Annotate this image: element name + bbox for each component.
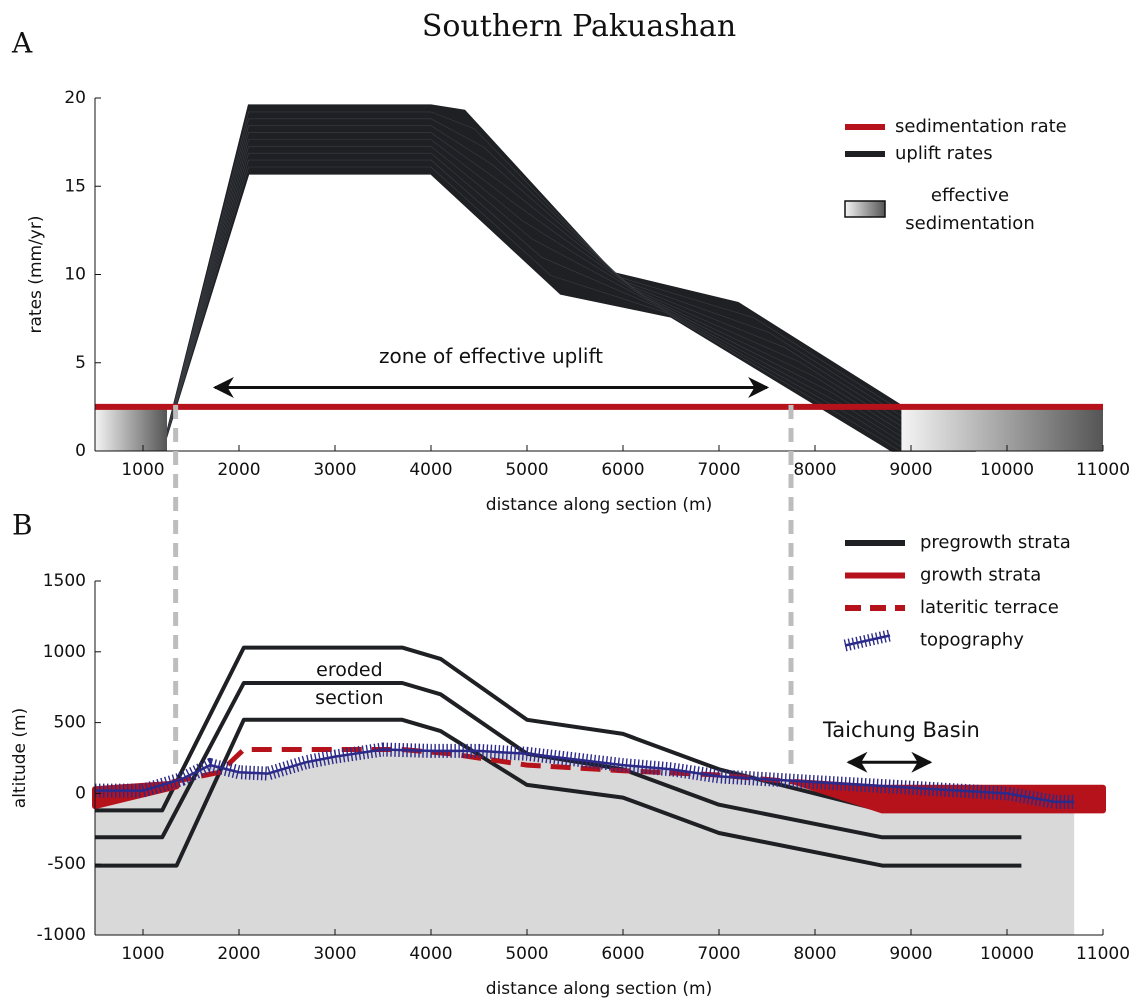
legend-swatch — [844, 200, 886, 218]
y-tick-label: 10 — [64, 265, 86, 285]
uplift-line-shade — [161, 125, 950, 452]
uplift-line-shade — [161, 118, 958, 452]
legend-label: lateritic terrace — [920, 597, 1059, 618]
y-axis-label: rates (mm/yr) — [26, 216, 46, 334]
pregrowth-line — [95, 681, 1022, 840]
x-tick-label: 1000 — [121, 944, 164, 964]
uplift-line-shade — [161, 139, 933, 452]
x-tick-label: 1000 — [121, 460, 164, 480]
y-tick-label: 15 — [64, 176, 86, 196]
x-tick-label: 3000 — [313, 944, 356, 964]
x-axis-label: distance along section (m) — [486, 495, 712, 515]
y-tick-label: 0 — [75, 783, 86, 803]
x-tick-label: 4000 — [409, 460, 452, 480]
y-tick-label: 1500 — [43, 571, 86, 591]
panel-label: A — [11, 27, 33, 60]
legend-label: pregrowth strata — [920, 532, 1071, 553]
y-tick-label: 1000 — [43, 642, 86, 662]
uplift-line-shade — [161, 159, 909, 452]
plot-area — [92, 645, 1106, 935]
x-tick-label: 9000 — [889, 460, 932, 480]
x-tick-label: 6000 — [601, 460, 644, 480]
x-tick-label: 5000 — [505, 944, 548, 964]
pregrowth-line — [95, 645, 1022, 813]
panel-label: B — [12, 509, 33, 542]
x-tick-label: 3000 — [313, 460, 356, 480]
x-tick-label: 8000 — [793, 460, 836, 480]
pregrowth-line — [95, 717, 1022, 868]
uplift-line-shade — [161, 111, 966, 452]
x-tick-label: 9000 — [889, 944, 932, 964]
legend-label: topography — [920, 630, 1024, 651]
y-tick-label: 5 — [75, 353, 86, 373]
y-tick-label: 20 — [64, 88, 86, 108]
x-tick-label: 7000 — [697, 944, 740, 964]
x-tick-label: 2000 — [217, 460, 260, 480]
x-tick-label: 7000 — [697, 460, 740, 480]
y-tick-label: -500 — [47, 854, 86, 874]
annotation-text: Taichung Basin — [822, 718, 980, 742]
legend-label: sedimentation rate — [895, 116, 1067, 137]
x-axis-label: distance along section (m) — [486, 979, 712, 999]
plot-area — [95, 104, 1103, 452]
uplift-line-shade — [161, 166, 901, 452]
y-axis-label: altitude (m) — [10, 708, 30, 808]
x-tick-label: 10000 — [980, 460, 1034, 480]
x-tick-label: 4000 — [409, 944, 452, 964]
uplift-line-shade — [161, 146, 925, 452]
x-tick-label: 6000 — [601, 944, 644, 964]
legend-label: uplift rates — [895, 143, 993, 164]
effective-sedimentation — [95, 406, 167, 451]
figure-title: Southern Pakuashan — [422, 9, 736, 44]
x-tick-label: 8000 — [793, 944, 836, 964]
annotation-text: eroded section — [315, 659, 384, 710]
y-tick-label: 500 — [54, 713, 86, 733]
legend-swatch — [844, 634, 891, 647]
x-tick-label: 5000 — [505, 460, 548, 480]
y-tick-label: 0 — [75, 441, 86, 461]
x-tick-label: 11000 — [1076, 460, 1130, 480]
x-tick-label: 11000 — [1076, 944, 1130, 964]
x-tick-label: 2000 — [217, 944, 260, 964]
x-tick-label: 10000 — [980, 944, 1034, 964]
uplift-line-shade — [161, 132, 941, 452]
annotation-text: zone of effective uplift — [379, 344, 603, 368]
effective-sedimentation — [901, 406, 1103, 451]
legend-label: growth strata — [920, 565, 1041, 586]
y-tick-label: -1000 — [37, 925, 86, 945]
topography-line — [95, 748, 1075, 804]
legend-label: effective sedimentation — [905, 185, 1035, 234]
